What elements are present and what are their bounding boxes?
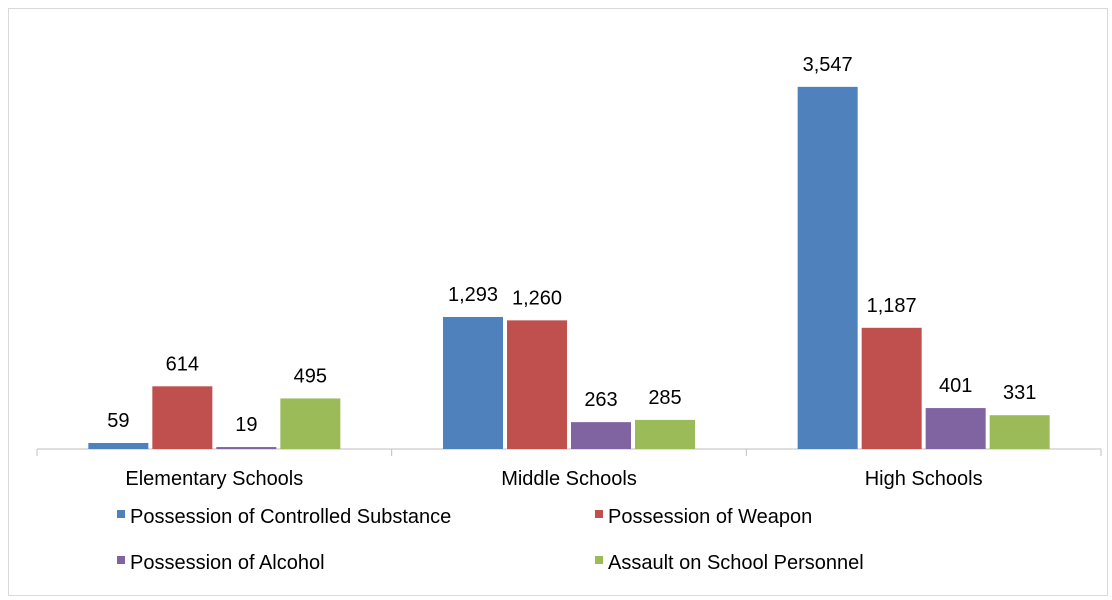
bar [925, 408, 986, 449]
legend-swatch [595, 556, 603, 564]
legend-item: Possession of Controlled Substance [117, 506, 451, 528]
category-tick-label: High Schools [865, 468, 983, 490]
data-label: 19 [235, 414, 257, 436]
legend-label: Possession of Controlled Substance [130, 506, 451, 528]
data-label: 285 [648, 387, 681, 409]
bar [571, 422, 631, 449]
data-label: 3,547 [803, 54, 853, 76]
data-label: 263 [584, 389, 617, 411]
bar [989, 415, 1050, 449]
bar [216, 447, 277, 449]
data-label: 401 [939, 375, 972, 397]
bar [88, 442, 149, 449]
bar [797, 86, 858, 449]
data-label: 1,293 [448, 284, 498, 306]
bar [635, 419, 695, 449]
bar [280, 398, 341, 449]
data-label: 331 [1003, 382, 1036, 404]
category-tick-label: Middle Schools [501, 468, 637, 490]
data-label: 59 [107, 410, 129, 432]
legend-item: Assault on School Personnel [595, 552, 864, 574]
chart-frame: 59 614 19 495 Elementary Schools 1,293 1,260 26… [8, 8, 1108, 596]
data-label: 1,187 [867, 295, 917, 317]
data-label: 495 [294, 365, 327, 387]
legend-label: Assault on School Personnel [608, 552, 864, 574]
data-label: 1,260 [512, 287, 562, 309]
legend-label: Possession of Weapon [608, 506, 812, 528]
category-tick-label: Elementary Schools [125, 468, 303, 490]
legend-swatch [595, 510, 603, 518]
bar-chart: 59 614 19 495 Elementary Schools 1,293 1,260 26… [36, 54, 1102, 574]
legend-item: Possession of Weapon [595, 506, 812, 528]
bar [152, 386, 213, 449]
legend-label: Possession of Alcohol [130, 552, 325, 574]
legend-item: Possession of Alcohol [117, 552, 325, 574]
bar [861, 327, 922, 449]
legend-swatch [117, 556, 125, 564]
legend-swatch [117, 510, 125, 518]
data-label: 614 [166, 353, 199, 375]
bar [507, 320, 567, 449]
bar [443, 316, 503, 449]
